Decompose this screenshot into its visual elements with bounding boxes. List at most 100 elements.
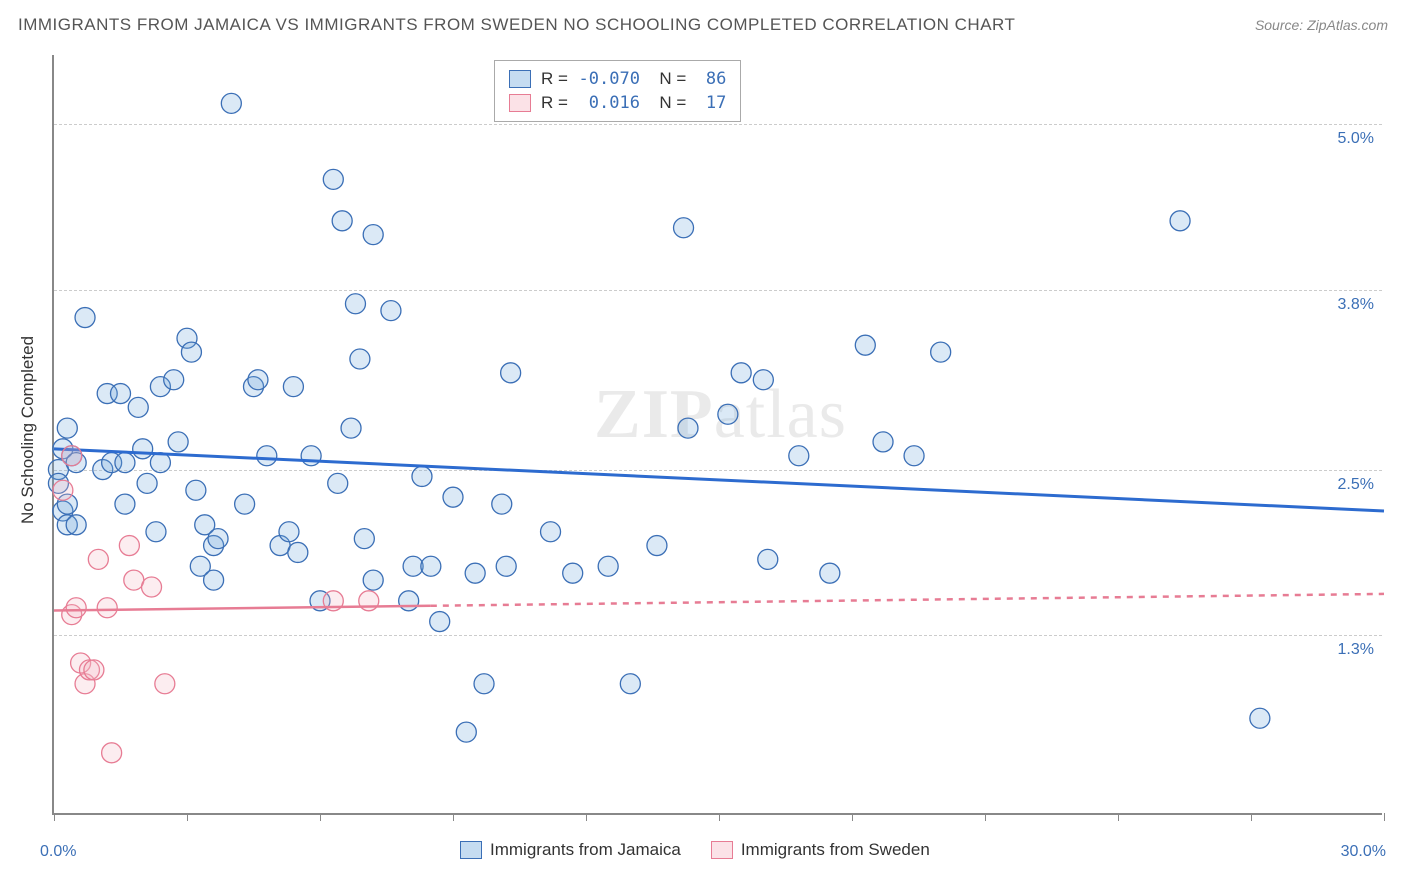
data-point — [678, 418, 698, 438]
data-point — [204, 570, 224, 590]
data-point — [563, 563, 583, 583]
data-point — [541, 522, 561, 542]
data-point — [288, 542, 308, 562]
data-point — [501, 363, 521, 383]
data-point — [155, 674, 175, 694]
data-point — [443, 487, 463, 507]
x-tick — [320, 813, 321, 821]
legend-n-label: N = — [650, 67, 686, 91]
data-point — [279, 522, 299, 542]
data-point — [412, 466, 432, 486]
x-tick — [586, 813, 587, 821]
data-point — [363, 570, 383, 590]
title-bar: IMMIGRANTS FROM JAMAICA VS IMMIGRANTS FR… — [18, 15, 1388, 35]
data-point — [133, 439, 153, 459]
data-point — [235, 494, 255, 514]
data-point — [492, 494, 512, 514]
data-point — [62, 446, 82, 466]
data-point — [758, 549, 778, 569]
legend-r-value: -0.070 — [578, 67, 640, 91]
data-point — [301, 446, 321, 466]
data-point — [474, 674, 494, 694]
x-tick — [852, 813, 853, 821]
x-tick — [1384, 813, 1385, 821]
x-axis-max-label: 30.0% — [1341, 843, 1386, 861]
legend-series: Immigrants from Jamaica Immigrants from S… — [460, 840, 930, 860]
data-point — [674, 218, 694, 238]
chart-title: IMMIGRANTS FROM JAMAICA VS IMMIGRANTS FR… — [18, 15, 1015, 35]
data-point — [88, 549, 108, 569]
data-point — [164, 370, 184, 390]
data-point — [53, 480, 73, 500]
data-point — [128, 397, 148, 417]
data-point — [57, 418, 77, 438]
legend-series-item: Immigrants from Sweden — [711, 840, 930, 860]
legend-swatch — [509, 70, 531, 88]
legend-row: R = -0.070 N = 86 — [509, 67, 726, 91]
data-point — [403, 556, 423, 576]
legend-row: R = 0.016 N = 17 — [509, 91, 726, 115]
legend-correlation: R = -0.070 N = 86 R = 0.016 N = 17 — [494, 60, 741, 122]
data-point — [718, 404, 738, 424]
data-point — [931, 342, 951, 362]
data-point — [363, 225, 383, 245]
data-point — [168, 432, 188, 452]
x-tick — [985, 813, 986, 821]
legend-r-label: R = — [541, 91, 568, 115]
data-point — [66, 598, 86, 618]
legend-r-value: 0.016 — [578, 91, 640, 115]
data-point — [115, 453, 135, 473]
data-point — [820, 563, 840, 583]
data-point — [647, 536, 667, 556]
data-point — [753, 370, 773, 390]
legend-n-label: N = — [650, 91, 686, 115]
legend-n-value: 86 — [696, 67, 726, 91]
data-point — [257, 446, 277, 466]
data-point — [354, 529, 374, 549]
data-point — [731, 363, 751, 383]
data-point — [456, 722, 476, 742]
data-point — [430, 612, 450, 632]
x-axis-min-label: 0.0% — [40, 843, 76, 861]
source-label: Source: ZipAtlas.com — [1255, 17, 1388, 33]
data-point — [328, 473, 348, 493]
data-point — [84, 660, 104, 680]
data-point — [142, 577, 162, 597]
data-point — [102, 743, 122, 763]
data-point — [345, 294, 365, 314]
legend-swatch — [711, 841, 733, 859]
legend-n-value: 17 — [696, 91, 726, 115]
data-point — [381, 301, 401, 321]
data-point — [1250, 708, 1270, 728]
data-point — [350, 349, 370, 369]
legend-series-item: Immigrants from Jamaica — [460, 840, 681, 860]
legend-r-label: R = — [541, 67, 568, 91]
x-tick — [1251, 813, 1252, 821]
data-point — [119, 536, 139, 556]
legend-swatch — [509, 94, 531, 112]
data-point — [855, 335, 875, 355]
data-point — [208, 529, 228, 549]
legend-series-label: Immigrants from Jamaica — [490, 840, 681, 860]
data-point — [111, 384, 131, 404]
legend-series-label: Immigrants from Sweden — [741, 840, 930, 860]
data-point — [150, 453, 170, 473]
data-point — [283, 377, 303, 397]
data-point — [421, 556, 441, 576]
data-point — [465, 563, 485, 583]
data-point — [341, 418, 361, 438]
scatter-svg — [54, 55, 1382, 813]
trend-line-dashed — [431, 594, 1384, 606]
data-point — [496, 556, 516, 576]
x-tick — [1118, 813, 1119, 821]
x-tick — [719, 813, 720, 821]
data-point — [323, 169, 343, 189]
data-point — [124, 570, 144, 590]
x-tick — [187, 813, 188, 821]
data-point — [137, 473, 157, 493]
data-point — [598, 556, 618, 576]
data-point — [1170, 211, 1190, 231]
data-point — [789, 446, 809, 466]
data-point — [904, 446, 924, 466]
data-point — [66, 515, 86, 535]
